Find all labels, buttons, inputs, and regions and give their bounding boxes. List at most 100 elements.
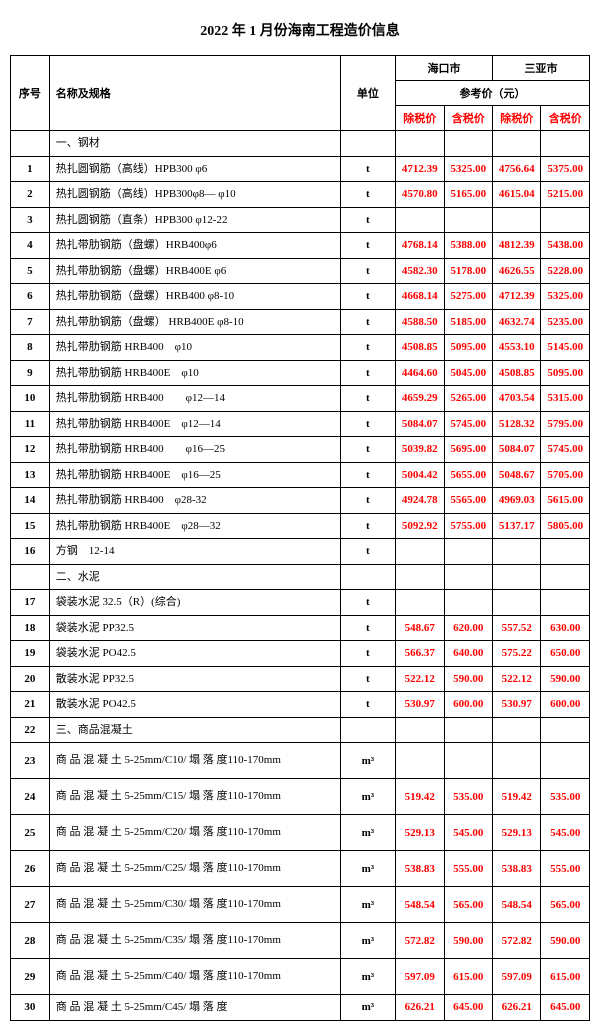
cell-price xyxy=(396,717,444,743)
cell-name: 商 品 混 凝 土 5-25mm/C25/ 塌 落 度110-170mm xyxy=(49,851,340,887)
cell-name: 袋装水泥 32.5（R）(综合) xyxy=(49,590,340,616)
cell-price: 4553.10 xyxy=(493,335,541,361)
table-row: 7热扎带肋钢筋（盘螺） HRB400E φ8-10t4588.505185.00… xyxy=(11,309,590,335)
cell-price: 4626.55 xyxy=(493,258,541,284)
table-row: 30商 品 混 凝 土 5-25mm/C45/ 塌 落 度m³626.21645… xyxy=(11,995,590,1021)
cell-seq: 9 xyxy=(11,360,50,386)
header-extax1: 除税价 xyxy=(396,106,444,131)
cell-price: 530.97 xyxy=(396,692,444,718)
section-name: 一、钢材 xyxy=(49,131,340,157)
table-row: 13热扎带肋钢筋 HRB400E φ16—25t5004.425655.0050… xyxy=(11,462,590,488)
price-value: 529.13 xyxy=(502,827,532,839)
table-row: 14热扎带肋钢筋 HRB400 φ28-32t4924.785565.00496… xyxy=(11,488,590,514)
table-row: 18袋装水泥 PP32.5t548.67620.00557.52630.00 xyxy=(11,615,590,641)
cell-price: 522.12 xyxy=(396,666,444,692)
cell-price: 620.00 xyxy=(444,615,492,641)
cell-price: 4508.85 xyxy=(396,335,444,361)
cell-name: 商 品 混 凝 土 5-25mm/C45/ 塌 落 度 xyxy=(49,995,340,1021)
table-row: 二、水泥 xyxy=(11,564,590,590)
cell-price: 4712.39 xyxy=(493,284,541,310)
price-value: 645.00 xyxy=(550,1001,580,1013)
cell-price: 4615.04 xyxy=(493,182,541,208)
table-row: 22三、商品混凝土 xyxy=(11,717,590,743)
cell-name: 袋装水泥 PP32.5 xyxy=(49,615,340,641)
price-value: 4924.78 xyxy=(402,494,438,506)
cell-price: 590.00 xyxy=(541,923,590,959)
table-header: 序号 名称及规格 单位 海口市 三亚市 参考价（元） 除税价 含税价 除税价 含… xyxy=(11,56,590,131)
price-value: 630.00 xyxy=(550,622,580,634)
cell-seq: 20 xyxy=(11,666,50,692)
cell-name: 热扎圆钢筋（高线）HPB300φ8— φ10 xyxy=(49,182,340,208)
cell-price: 615.00 xyxy=(444,959,492,995)
cell-price: 545.00 xyxy=(541,815,590,851)
cell-unit: t xyxy=(340,462,395,488)
price-value: 590.00 xyxy=(550,935,580,947)
table-row: 6热扎带肋钢筋（盘螺）HRB400 φ8-10t4668.145275.0047… xyxy=(11,284,590,310)
cell-seq: 4 xyxy=(11,233,50,259)
cell-seq: 11 xyxy=(11,411,50,437)
price-value: 548.54 xyxy=(502,899,532,911)
price-value: 538.83 xyxy=(502,863,532,875)
price-value: 5235.00 xyxy=(547,316,583,328)
cell-unit: t xyxy=(340,182,395,208)
cell-price: 5228.00 xyxy=(541,258,590,284)
price-value: 4464.60 xyxy=(402,367,438,379)
price-value: 5084.07 xyxy=(499,443,535,455)
cell-price: 5039.82 xyxy=(396,437,444,463)
price-value: 5128.32 xyxy=(499,418,535,430)
table-row: 16方钢 12-14t xyxy=(11,539,590,565)
price-value: 5565.00 xyxy=(450,494,486,506)
cell-price: 5095.00 xyxy=(541,360,590,386)
price-value: 5388.00 xyxy=(450,239,486,251)
price-value: 572.82 xyxy=(405,935,435,947)
cell-seq: 1 xyxy=(11,156,50,182)
price-value: 535.00 xyxy=(550,791,580,803)
header-unit: 单位 xyxy=(340,56,395,131)
cell-price: 650.00 xyxy=(541,641,590,667)
cell-price: 590.00 xyxy=(444,666,492,692)
cell-name: 散装水泥 PO42.5 xyxy=(49,692,340,718)
price-value: 5655.00 xyxy=(450,469,486,481)
cell-price: 5095.00 xyxy=(444,335,492,361)
cell-name: 热扎带肋钢筋 HRB400E φ10 xyxy=(49,360,340,386)
price-value: 5228.00 xyxy=(547,265,583,277)
cell-price: 5388.00 xyxy=(444,233,492,259)
cell-price: 5045.00 xyxy=(444,360,492,386)
price-value: 5145.00 xyxy=(547,341,583,353)
table-row: 12热扎带肋钢筋 HRB400 φ16—25t5039.825695.00508… xyxy=(11,437,590,463)
price-value: 5084.07 xyxy=(402,418,438,430)
cell-name: 商 品 混 凝 土 5-25mm/C35/ 塌 落 度110-170mm xyxy=(49,923,340,959)
price-value: 650.00 xyxy=(550,647,580,659)
cell-price xyxy=(396,590,444,616)
table-row: 20散装水泥 PP32.5t522.12590.00522.12590.00 xyxy=(11,666,590,692)
cell-price: 538.83 xyxy=(493,851,541,887)
price-value: 5165.00 xyxy=(450,188,486,200)
cell-unit: m³ xyxy=(340,815,395,851)
cell-name: 袋装水泥 PO42.5 xyxy=(49,641,340,667)
price-value: 565.00 xyxy=(550,899,580,911)
price-value: 530.97 xyxy=(502,698,532,710)
cell-price: 5745.00 xyxy=(444,411,492,437)
price-value: 590.00 xyxy=(550,673,580,685)
price-value: 538.83 xyxy=(405,863,435,875)
cell-price xyxy=(396,743,444,779)
cell-unit: t xyxy=(340,207,395,233)
cell-name: 热扎带肋钢筋 HRB400E φ28—32 xyxy=(49,513,340,539)
table-row: 15热扎带肋钢筋 HRB400E φ28—32t5092.925755.0051… xyxy=(11,513,590,539)
cell-seq: 23 xyxy=(11,743,50,779)
cell-seq: 12 xyxy=(11,437,50,463)
cell-price xyxy=(493,131,541,157)
cell-seq: 8 xyxy=(11,335,50,361)
table-row: 28商 品 混 凝 土 5-25mm/C35/ 塌 落 度110-170mmm³… xyxy=(11,923,590,959)
price-value: 4632.74 xyxy=(499,316,535,328)
cell-name: 商 品 混 凝 土 5-25mm/C40/ 塌 落 度110-170mm xyxy=(49,959,340,995)
cell-price: 4588.50 xyxy=(396,309,444,335)
cell-seq: 17 xyxy=(11,590,50,616)
table-row: 8热扎带肋钢筋 HRB400 φ10t4508.855095.004553.10… xyxy=(11,335,590,361)
cell-unit: t xyxy=(340,156,395,182)
cell-unit: t xyxy=(340,590,395,616)
price-value: 5178.00 xyxy=(450,265,486,277)
price-table: 序号 名称及规格 单位 海口市 三亚市 参考价（元） 除税价 含税价 除税价 含… xyxy=(10,55,590,1021)
cell-price: 626.21 xyxy=(493,995,541,1021)
price-value: 5375.00 xyxy=(547,163,583,175)
